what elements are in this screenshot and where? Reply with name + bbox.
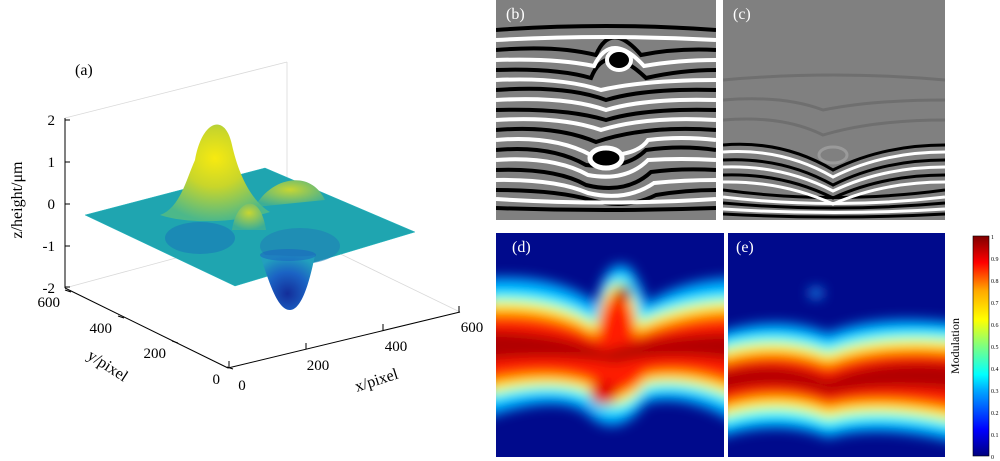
fringe-c-svg (723, 73, 945, 219)
colorbar-tick-label: 0.6 (991, 323, 999, 329)
z-axis-ticks (65, 119, 70, 288)
surface-main-peak (160, 124, 270, 222)
colorbar-tick-label: 0 (991, 455, 994, 461)
surface-dip-left (165, 222, 235, 254)
surface-bump-small (232, 203, 266, 230)
panel-label-e: (e) (736, 239, 754, 256)
colorbar-gradient (972, 235, 990, 457)
colorbar-svg: 1 0.9 0.8 0.7 0.6 0.5 0.4 0.3 0.2 0.1 0 … (948, 235, 999, 461)
x-axis-ticks (228, 306, 460, 367)
colorbar-tick-label: 0.1 (991, 433, 999, 439)
z-tick-label: 0 (48, 197, 56, 213)
x-tick-labels: 0 200 400 600 (238, 320, 483, 394)
colorbar-ticks: 1 0.9 0.8 0.7 0.6 0.5 0.4 0.3 0.2 0.1 0 (991, 235, 999, 461)
x-tick-label: 200 (307, 358, 330, 374)
x-tick-label: 400 (385, 339, 408, 355)
z-tick-label: 2 (48, 113, 56, 129)
panel-c-fringe-pattern: (c) (723, 0, 945, 220)
x-tick-label: 600 (461, 320, 484, 336)
y-tick-labels: 600 400 200 0 (38, 295, 221, 388)
y-tick-label: 400 (90, 321, 113, 337)
colorbar-label: Modulation (948, 318, 962, 374)
z-tick-label: -1 (43, 239, 56, 255)
y-tick-label: 600 (38, 295, 61, 311)
colorbar-tick-label: 0.3 (991, 389, 999, 395)
colorbar-tick-label: 0.8 (991, 279, 999, 285)
colorbar-tick-label: 0.9 (991, 257, 999, 263)
colorbar: 1 0.9 0.8 0.7 0.6 0.5 0.4 0.3 0.2 0.1 0 … (945, 230, 1000, 461)
y-axis-label: y/pixel (84, 347, 131, 386)
colorbar-tick-label: 0.4 (991, 367, 999, 373)
modulation-e-svg (728, 287, 945, 440)
panel-label-c: (c) (733, 6, 751, 23)
colorbar-tick-label: 1 (991, 235, 994, 241)
z-axis-label: z/height/μm (9, 161, 26, 239)
y-tick-label: 200 (144, 346, 167, 362)
x-axis-label: x/pixel (353, 366, 401, 396)
surface-plot-svg: 2 1 0 -1 -2 z/height/μm 600 400 200 0 y/… (9, 61, 483, 396)
x-tick-label: 0 (238, 378, 246, 394)
panel-a-surface-plot: 2 1 0 -1 -2 z/height/μm 600 400 200 0 y/… (0, 0, 495, 461)
y-axis-ticks (64, 289, 234, 370)
colorbar-tick-label: 0.2 (991, 411, 999, 417)
panel-e-modulation-map: (e) (728, 233, 945, 457)
panel-label-d: (d) (512, 239, 531, 256)
colorbar-tick-label: 0.5 (991, 345, 999, 351)
panel-label-a: (a) (75, 62, 93, 79)
y-tick-label: 0 (213, 372, 221, 388)
axis-box-lines (64, 118, 461, 369)
colorbar-tick-label: 0.7 (991, 301, 999, 307)
panel-b-fringe-pattern: (b) (496, 0, 716, 220)
z-tick-label: 1 (48, 155, 56, 171)
surface-bump-right (255, 180, 325, 207)
z-tick-labels: 2 1 0 -1 -2 (43, 113, 56, 297)
fringe-b-svg (496, 24, 716, 212)
surface-pit-rim (260, 249, 316, 261)
panel-label-b: (b) (506, 6, 525, 23)
surface-pit (260, 255, 315, 310)
panel-d-modulation-map: (d) (496, 233, 724, 457)
modulation-d-svg (496, 264, 724, 426)
z-tick-label: -2 (43, 281, 56, 297)
